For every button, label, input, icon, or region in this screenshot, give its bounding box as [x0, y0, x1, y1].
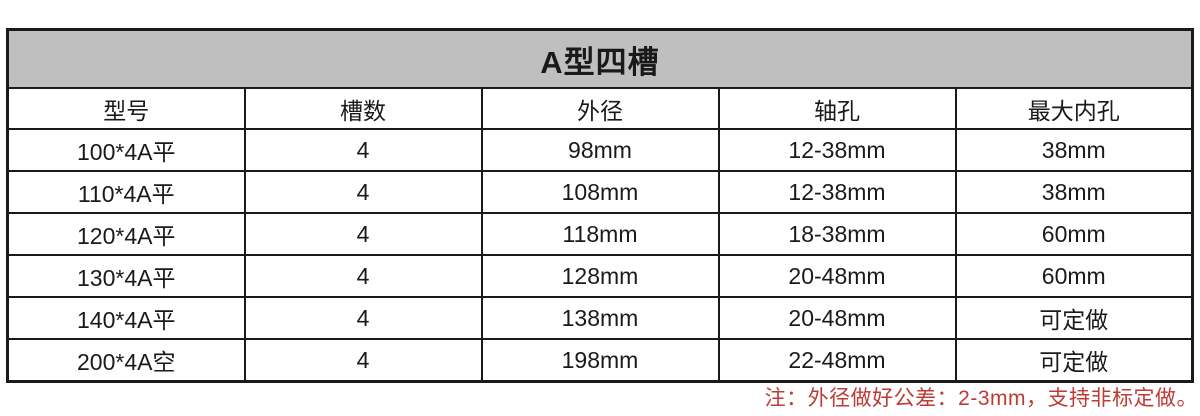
column-header-shaft-hole: 轴孔: [717, 87, 957, 130]
table-cell-groove-count: 4: [243, 170, 483, 214]
table-cell-outer-diameter: 198mm: [480, 338, 720, 383]
table-cell-max-bore: 60mm: [954, 212, 1194, 256]
table-cell-model: 130*4A平: [6, 254, 246, 298]
table-cell-shaft-hole: 20-48mm: [717, 254, 957, 298]
table-cell-max-bore: 可定做: [954, 338, 1194, 383]
table-cell-shaft-hole: 22-48mm: [717, 338, 957, 383]
table-cell-groove-count: 4: [243, 296, 483, 340]
table-row: 200*4A空 4 198mm 22-48mm 可定做: [6, 338, 1194, 383]
table-title: A型四槽: [6, 28, 1194, 89]
column-header-max-bore: 最大内孔: [954, 87, 1194, 130]
table-cell-max-bore: 60mm: [954, 254, 1194, 298]
table-cell-outer-diameter: 98mm: [480, 128, 720, 172]
table-row: 130*4A平 4 128mm 20-48mm 60mm: [6, 254, 1194, 298]
table-cell-model: 110*4A平: [6, 170, 246, 214]
table-cell-max-bore: 38mm: [954, 128, 1194, 172]
table-cell-outer-diameter: 138mm: [480, 296, 720, 340]
table-cell-outer-diameter: 128mm: [480, 254, 720, 298]
table-cell-outer-diameter: 118mm: [480, 212, 720, 256]
table-cell-max-bore: 38mm: [954, 170, 1194, 214]
table-cell-shaft-hole: 12-38mm: [717, 170, 957, 214]
table-row: 120*4A平 4 118mm 18-38mm 60mm: [6, 212, 1194, 256]
table-row: 100*4A平 4 98mm 12-38mm 38mm: [6, 128, 1194, 172]
table-cell-outer-diameter: 108mm: [480, 170, 720, 214]
table-row: 140*4A平 4 138mm 20-48mm 可定做: [6, 296, 1194, 340]
table-cell-model: 100*4A平: [6, 128, 246, 172]
table-cell-shaft-hole: 18-38mm: [717, 212, 957, 256]
footer-note: 注：外径做好公差：2-3mm，支持非标定做。: [764, 387, 1198, 410]
table-cell-model: 140*4A平: [6, 296, 246, 340]
spec-table: A型四槽 型号 槽数 外径 轴孔 最大内孔 100*4A平 4 98mm 12-…: [6, 28, 1194, 383]
header-row: 型号 槽数 外径 轴孔 最大内孔: [6, 87, 1194, 130]
table-cell-model: 120*4A平: [6, 212, 246, 256]
table-cell-shaft-hole: 12-38mm: [717, 128, 957, 172]
table-cell-groove-count: 4: [243, 254, 483, 298]
title-row: A型四槽: [6, 28, 1194, 89]
column-header-model: 型号: [6, 87, 246, 130]
table-cell-groove-count: 4: [243, 128, 483, 172]
table-cell-groove-count: 4: [243, 338, 483, 383]
table-cell-model: 200*4A空: [6, 338, 246, 383]
table-cell-shaft-hole: 20-48mm: [717, 296, 957, 340]
table-cell-groove-count: 4: [243, 212, 483, 256]
column-header-groove-count: 槽数: [243, 87, 483, 130]
table-cell-max-bore: 可定做: [954, 296, 1194, 340]
table-row: 110*4A平 4 108mm 12-38mm 38mm: [6, 170, 1194, 214]
column-header-outer-diameter: 外径: [480, 87, 720, 130]
